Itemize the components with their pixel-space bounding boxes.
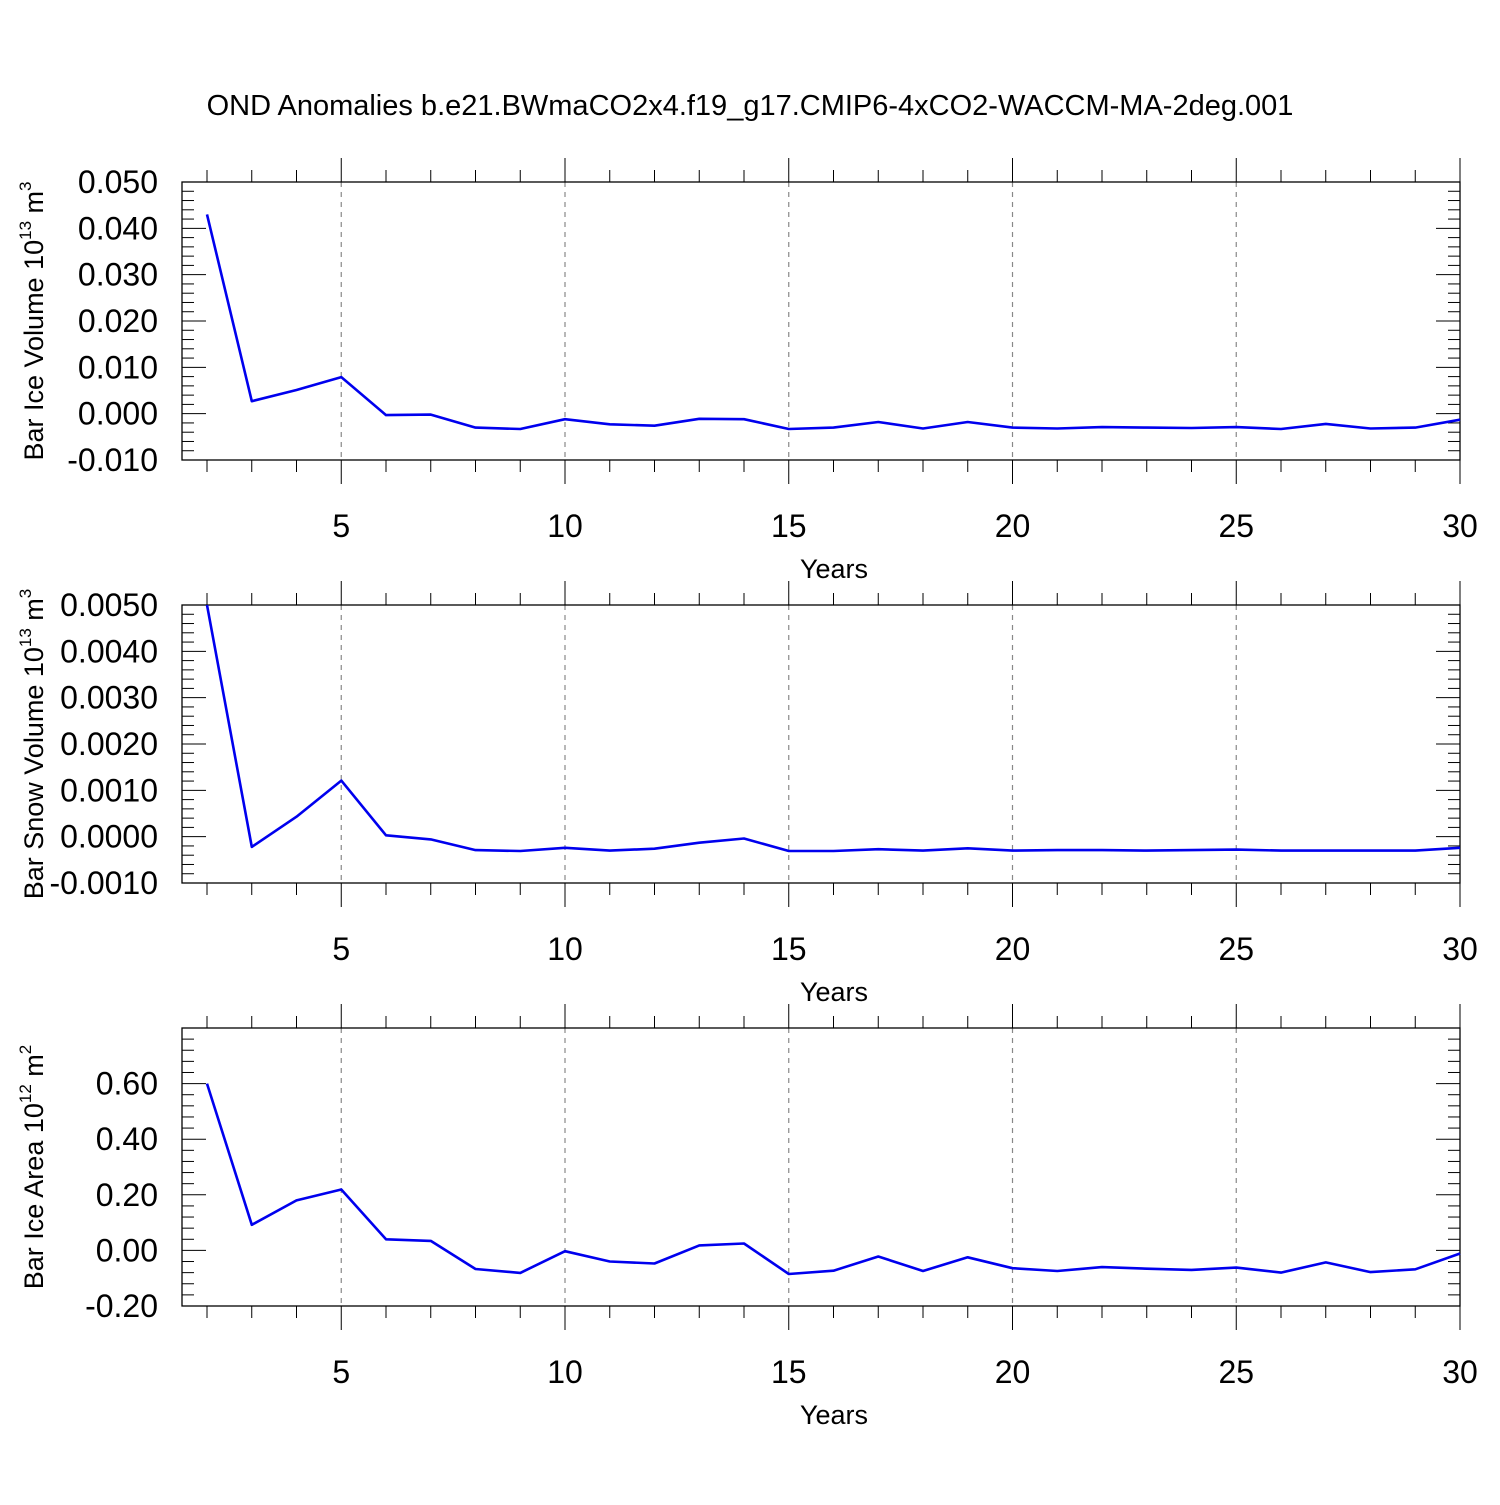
y-tick-label: 0.040 [78,210,158,246]
x-tick-label: 25 [1218,931,1254,967]
x-tick-label: 15 [771,931,807,967]
y-axis-label: Bar Ice Area 1012 m2 [16,1045,49,1290]
panel-2: -0.0010 0.0000 0.0010 0.0020 0.0030 0.0040 0.0… [16,581,1478,1007]
x-tick-label: 20 [995,508,1031,544]
panel-1: -0.010 0.000 0.010 0.020 0.030 0.040 0.050 5 10 1… [16,158,1478,584]
x-tick-label: 25 [1218,1354,1254,1390]
plot-frame [181,181,1461,461]
x-tick-label: 15 [771,508,807,544]
x-axis-label: Years [800,554,868,584]
y-tick-label: 0.020 [78,303,158,339]
y-tick-label: 0.60 [96,1066,158,1102]
x-tick-label: 5 [332,508,350,544]
y-tick-label: 0.00 [96,1232,158,1268]
y-tick-label: 0.0040 [60,633,158,669]
y-tick-label: 0.0010 [60,772,158,808]
y-tick-label: -0.010 [67,442,158,478]
panel-3: -0.20 0.00 0.20 0.40 0.60 5 10 15 20 25 30 Years Bar… [16,1004,1478,1430]
x-tick-label: 10 [547,508,583,544]
y-tick-label: -0.0010 [49,865,158,901]
x-tick-label: 30 [1442,931,1478,967]
y-tick-label: 0.050 [78,164,158,200]
y-tick-label: -0.20 [85,1288,158,1324]
series-line [205,604,1461,853]
y-tick-label: 0.40 [96,1121,158,1157]
y-tick-label: 0.0000 [60,819,158,855]
y-axis-label: Bar Snow Volume 1013 m3 [16,589,49,900]
plot-frame [181,604,1461,884]
y-tick-label: 0.000 [78,396,158,432]
x-tick-label: 25 [1218,508,1254,544]
series-line [205,1083,1461,1276]
series-line [205,214,1461,431]
x-axis-label: Years [800,1400,868,1430]
x-axis-label: Years [800,977,868,1007]
x-tick-label: 5 [332,931,350,967]
x-tick-label: 10 [547,1354,583,1390]
y-tick-label: 0.010 [78,349,158,385]
x-tick-label: 5 [332,1354,350,1390]
x-tick-label: 20 [995,931,1031,967]
y-axis-label: Bar Ice Volume 1013 m3 [16,181,49,460]
x-tick-label: 30 [1442,1354,1478,1390]
x-tick-label: 20 [995,1354,1031,1390]
plot-frame [181,1027,1461,1307]
y-tick-label: 0.20 [96,1177,158,1213]
y-tick-label: 0.0050 [60,587,158,623]
x-tick-label: 15 [771,1354,807,1390]
y-tick-label: 0.0030 [60,680,158,716]
y-tick-label: 0.0020 [60,726,158,762]
y-tick-label: 0.030 [78,257,158,293]
figure-title: OND Anomalies b.e21.BWmaCO2x4.f19_g17.CM… [206,90,1294,122]
x-tick-label: 10 [547,931,583,967]
x-tick-label: 30 [1442,508,1478,544]
